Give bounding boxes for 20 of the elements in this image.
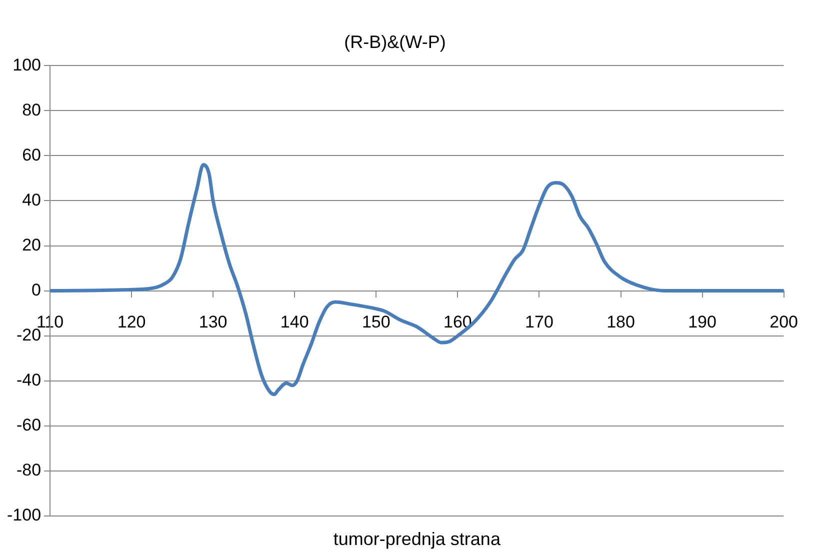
y-tick-label: -60 — [16, 416, 42, 435]
y-tick-label: -40 — [16, 370, 42, 390]
y-tick-label: -80 — [16, 460, 42, 480]
x-tick-label: 180 — [606, 312, 635, 332]
x-tick-label: 200 — [770, 312, 798, 332]
x-tick-label: 140 — [280, 312, 309, 332]
y-tick-label: 80 — [22, 100, 42, 120]
y-tick-label: 60 — [22, 145, 42, 164]
y-tick-label: 0 — [32, 280, 42, 300]
x-tick-label: 150 — [362, 312, 390, 332]
y-tick-label: 100 — [12, 55, 42, 74]
y-tick-label: -100 — [6, 506, 42, 525]
x-tick-label: 170 — [525, 312, 554, 332]
x-tick-label: 120 — [117, 312, 146, 332]
x-tick-label: 190 — [688, 312, 716, 332]
x-tick-label: 130 — [198, 312, 228, 332]
x-axis-title: tumor-prednja strana — [333, 528, 502, 549]
y-tick-label: 40 — [22, 190, 42, 210]
y-tick-label: 20 — [22, 235, 42, 254]
chart-title: (R-B)&(W-P) — [344, 32, 446, 52]
